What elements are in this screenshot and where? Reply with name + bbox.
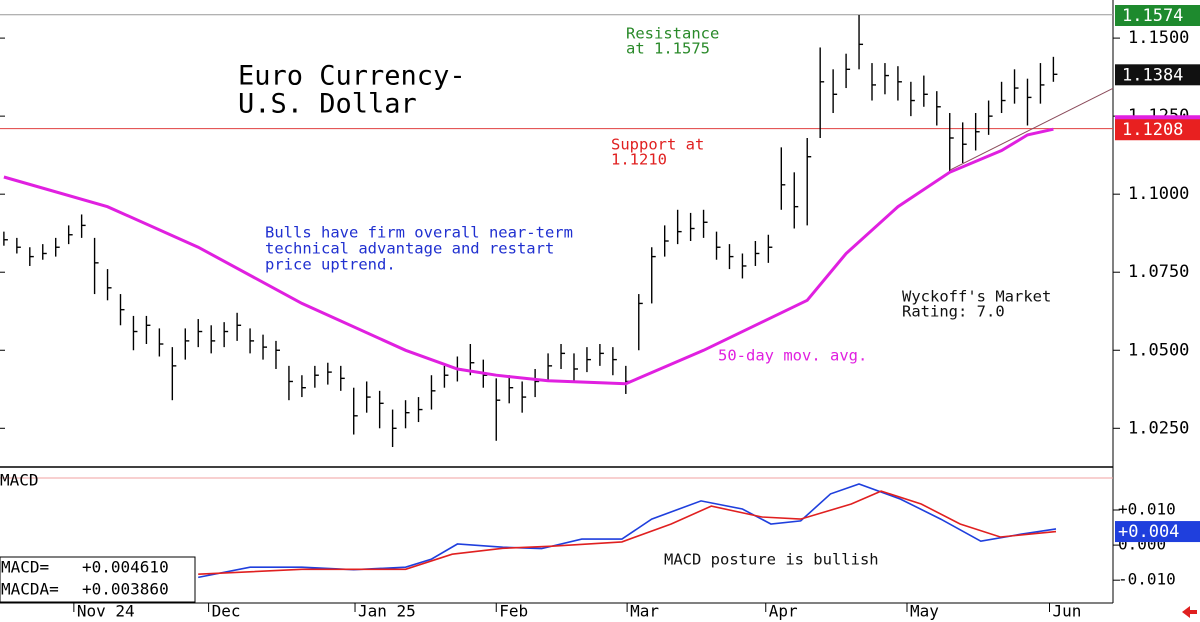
- annotation: Resistance: [626, 25, 719, 43]
- annotation: Support at: [611, 136, 704, 154]
- annotation: at 1.1575: [626, 40, 710, 58]
- line: [3, 127, 1054, 386]
- annotation: Rating: 7.0: [902, 303, 1005, 321]
- macd-marker-label: +0.004: [1118, 522, 1179, 542]
- trendline: [949, 87, 1114, 171]
- x-tick-label: Feb: [499, 602, 528, 621]
- annotation: 50-day mov. avg.: [718, 347, 867, 365]
- price-marker-label: 1.1574: [1122, 6, 1183, 26]
- annotation: price uptrend.: [265, 256, 396, 274]
- legend-label: MACDA=: [1, 580, 59, 599]
- x-tick-label: Jan 25: [358, 602, 416, 621]
- chart-title: U.S. Dollar: [238, 89, 417, 120]
- y-tick-label: 1.1000: [1128, 184, 1189, 204]
- readout-box: [0, 556, 196, 603]
- price-marker-label: 1.1384: [1122, 65, 1183, 85]
- annotation: MACD posture is bullish: [664, 551, 879, 569]
- y-tick-label: -0.010: [1118, 570, 1176, 589]
- macd-marker: [1115, 521, 1200, 543]
- y-tick-label: +0.010: [1118, 500, 1176, 519]
- annotation: Bulls have firm overall near-term: [265, 224, 573, 242]
- price-marker: [1115, 119, 1200, 141]
- x-tick-label: Dec: [212, 602, 241, 621]
- line: [198, 490, 1057, 575]
- y-tick-label: 1.0250: [1128, 418, 1189, 438]
- annotation: Wyckoff's Market: [902, 288, 1051, 306]
- y-tick-label: 1.0750: [1128, 262, 1189, 282]
- y-tick-label: 1.0500: [1128, 340, 1189, 360]
- price-marker: [1115, 64, 1200, 86]
- legend-value: +0.003860: [82, 580, 169, 599]
- chart-title: Euro Currency-: [238, 61, 466, 92]
- price-marker: [1115, 5, 1200, 26]
- price-marker-label: 1.1208: [1122, 120, 1183, 140]
- x-tick-label: Nov 24: [77, 602, 135, 621]
- line: [198, 483, 1057, 579]
- scroll-arrow: [1182, 606, 1197, 618]
- x-tick-label: Mar: [630, 602, 659, 621]
- x-tick-label: May: [910, 602, 939, 621]
- x-tick-label: Apr: [769, 602, 798, 621]
- annotation: 1.1210: [611, 151, 667, 169]
- legend-label: MACD=: [1, 558, 49, 577]
- x-tick-label: Jun: [1053, 602, 1082, 621]
- panel-title: MACD: [0, 471, 39, 490]
- annotation: technical advantage and restart: [265, 240, 554, 258]
- legend-value: +0.004610: [82, 558, 169, 577]
- y-tick-label: 1.1500: [1128, 28, 1189, 48]
